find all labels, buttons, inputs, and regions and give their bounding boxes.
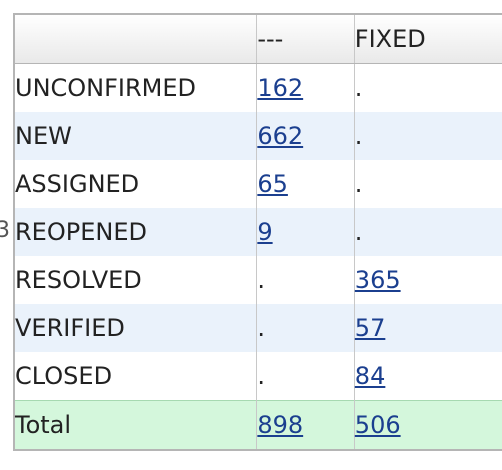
table-row: ASSIGNED 65 . (14, 160, 502, 208)
table-row: VERIFIED . 57 (14, 304, 502, 352)
row-label: CLOSED (14, 352, 257, 401)
row-label: RESOLVED (14, 256, 257, 304)
total-row: Total 898 506 (14, 400, 502, 450)
count-link[interactable]: 662 (257, 122, 304, 150)
bug-status-report-table: --- FIXED UNCONFIRMED 162 . NEW 662 . AS… (13, 13, 502, 451)
count-link[interactable]: 162 (257, 74, 304, 102)
edge-glyph: 3 (0, 218, 10, 243)
row-label: REOPENED (14, 208, 257, 256)
empty-cell: . (256, 256, 355, 304)
table-row: NEW 662 . (14, 112, 502, 160)
count-link[interactable]: 9 (257, 218, 273, 246)
empty-cell: . (353, 63, 502, 112)
empty-cell: . (353, 112, 502, 160)
total-unresolved-link[interactable]: 898 (257, 411, 304, 439)
empty-cell: . (256, 304, 355, 352)
table-row: RESOLVED . 365 (14, 256, 502, 304)
empty-cell: . (353, 208, 502, 256)
count-link[interactable]: 65 (257, 170, 288, 198)
header-corner (14, 14, 257, 64)
count-link[interactable]: 57 (354, 314, 386, 342)
empty-cell: . (353, 160, 502, 208)
count-link[interactable]: 365 (354, 266, 401, 294)
header-fixed[interactable]: FIXED (353, 14, 502, 64)
header-row: --- FIXED (14, 14, 502, 64)
empty-cell: . (256, 352, 355, 401)
row-label: ASSIGNED (14, 160, 257, 208)
row-label: VERIFIED (14, 304, 257, 352)
table-row: CLOSED . 84 (14, 352, 502, 401)
header-unresolved[interactable]: --- (256, 14, 355, 64)
total-fixed-link[interactable]: 506 (354, 411, 401, 439)
table-row: UNCONFIRMED 162 . (14, 63, 502, 112)
row-label: UNCONFIRMED (14, 63, 257, 112)
table-row: REOPENED 9 . (14, 208, 502, 256)
total-label: Total (14, 400, 257, 450)
row-label: NEW (14, 112, 257, 160)
count-link[interactable]: 84 (354, 362, 386, 390)
